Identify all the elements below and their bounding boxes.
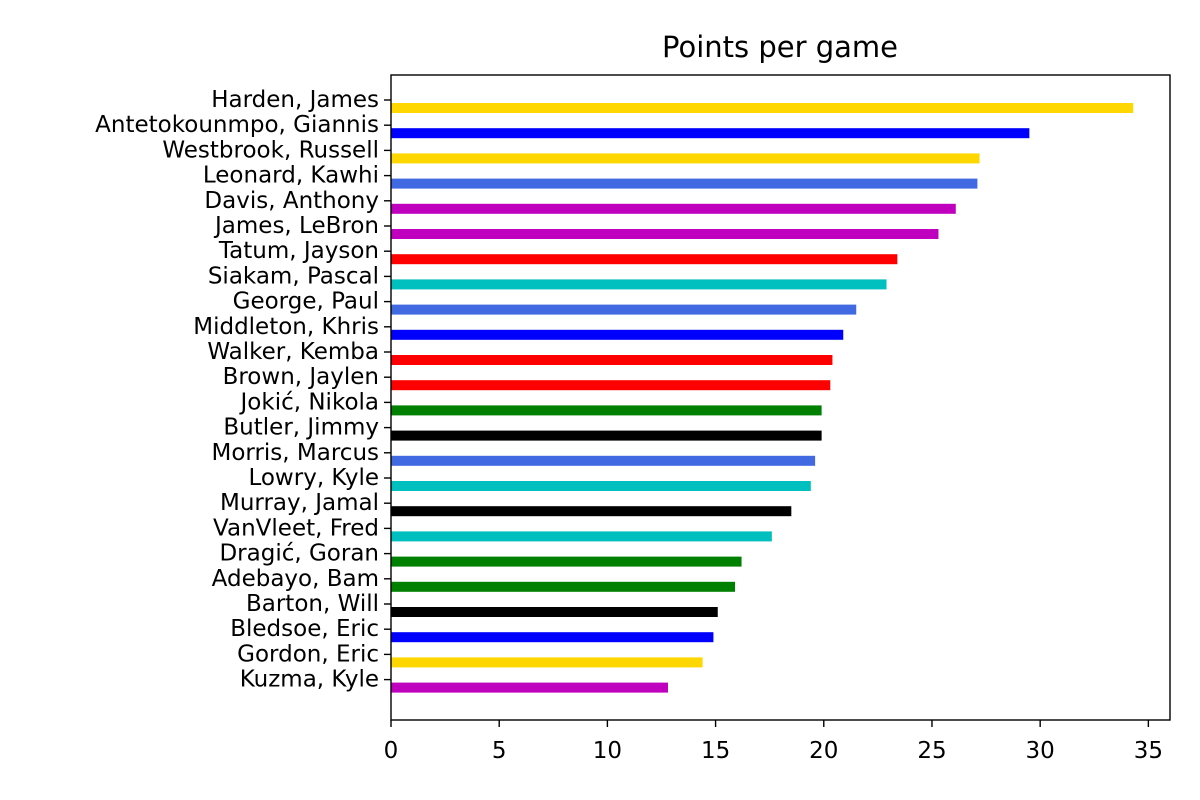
x-tick-label: 10 — [593, 738, 622, 764]
bar — [391, 153, 980, 164]
y-tick-label: Lowry, Kyle — [248, 465, 379, 491]
y-ticks — [384, 99, 391, 681]
bar — [391, 103, 1134, 113]
chart-title: Points per game — [662, 30, 898, 64]
y-tick-label: Siakam, Pascal — [208, 263, 379, 289]
y-tick-label: Westbrook, Russell — [162, 137, 379, 163]
y-tick-label: Leonard, Kawhi — [203, 163, 379, 189]
bar — [391, 607, 718, 617]
y-tick-label: Bledsoe, Eric — [230, 616, 379, 642]
bar — [391, 128, 1030, 139]
y-tick-label: Tatum, Jayson — [218, 238, 379, 264]
x-ticks: 0 5 10 15 20 25 30 35 — [384, 720, 1163, 764]
bar — [391, 455, 816, 466]
bar — [391, 380, 831, 391]
y-tick-label: Dragić, Goran — [219, 541, 379, 567]
x-tick-label: 25 — [917, 738, 946, 764]
y-tick-label: George, Paul — [233, 289, 379, 315]
y-tick-label: Middleton, Khris — [193, 314, 379, 340]
y-tick-label: James, LeBron — [213, 213, 379, 239]
bar — [391, 279, 887, 290]
bar — [391, 657, 703, 668]
x-tick-label: 5 — [492, 738, 507, 764]
bar — [391, 556, 742, 567]
y-tick-label: Antetokounmpo, Giannis — [95, 112, 379, 138]
bar — [391, 581, 736, 592]
x-tick-label: 20 — [809, 738, 838, 764]
y-tick-label: Kuzma, Kyle — [240, 667, 379, 693]
x-tick-label: 0 — [384, 738, 399, 764]
y-tick-label: Barton, Will — [246, 591, 379, 617]
bar — [391, 304, 857, 315]
bar — [391, 430, 822, 441]
bar — [391, 329, 844, 340]
bar — [391, 405, 822, 416]
bar — [391, 531, 772, 542]
bar — [391, 632, 714, 643]
bar — [391, 178, 978, 189]
y-tick-label: Murray, Jamal — [220, 490, 379, 516]
y-tick-label: Davis, Anthony — [204, 188, 379, 214]
x-tick-label: 15 — [701, 738, 730, 764]
bar — [391, 481, 811, 491]
bar — [391, 506, 792, 517]
x-tick-label: 30 — [1026, 738, 1055, 764]
x-tick-label: 35 — [1134, 738, 1163, 764]
y-tick-label: Gordon, Eric — [237, 641, 379, 667]
y-tick-label: Jokić, Nikola — [239, 389, 379, 415]
bar — [391, 355, 833, 365]
bars-group — [391, 103, 1134, 693]
y-tick-label: VanVleet, Fred — [213, 515, 379, 541]
y-tick-label: Harden, James — [211, 87, 379, 113]
bar — [391, 203, 956, 214]
y-tick-label: Morris, Marcus — [211, 440, 379, 466]
bar — [391, 229, 939, 239]
y-tick-label: Adebayo, Bam — [212, 566, 379, 592]
bar — [391, 682, 668, 693]
bar — [391, 254, 898, 265]
y-tick-label: Brown, Jaylen — [223, 364, 379, 390]
plot-area-frame — [390, 74, 1171, 721]
y-tick-label: Butler, Jimmy — [223, 415, 379, 441]
y-tick-label: Walker, Kemba — [207, 339, 379, 365]
